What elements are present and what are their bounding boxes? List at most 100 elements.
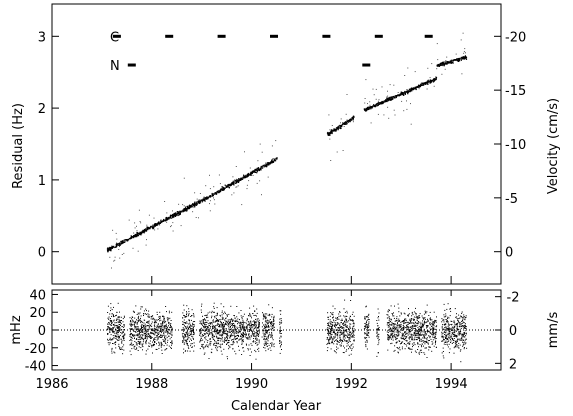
lower-data-point (218, 334, 220, 336)
lower-data-point (431, 328, 433, 330)
lower-data-point (425, 312, 427, 314)
lower-data-point (188, 308, 190, 310)
lower-data-point (331, 313, 333, 315)
upper-data-point (137, 232, 139, 234)
lower-data-point (415, 351, 417, 353)
upper-data-point (170, 215, 172, 217)
lower-data-point (182, 332, 184, 334)
lower-data-point (190, 333, 191, 335)
lower-data-point (366, 329, 368, 331)
upper-data-point (215, 193, 217, 195)
upper-data-point (332, 129, 334, 131)
lower-data-point (207, 327, 209, 328)
lower-data-point (368, 319, 370, 320)
lower-data-point (430, 332, 432, 334)
lower-data-point (240, 326, 242, 328)
upper-data-point (432, 80, 434, 82)
lower-data-point (417, 318, 419, 319)
lower-data-point (166, 327, 168, 329)
lower-data-point (426, 325, 428, 326)
lower-data-point (163, 319, 165, 321)
lower-data-point (169, 326, 171, 328)
lower-data-point (245, 331, 246, 333)
upper-outlier-point (116, 242, 118, 244)
lower-data-point (117, 322, 119, 324)
upper-data-point (198, 199, 200, 201)
lower-data-point (119, 327, 121, 329)
lower-data-point (225, 330, 227, 332)
lower-data-point (183, 352, 184, 354)
lower-data-point (392, 329, 394, 331)
lower-data-point (399, 326, 401, 328)
lower-data-point (156, 314, 158, 315)
lower-data-point (149, 334, 151, 336)
lower-data-point (271, 321, 273, 323)
lower-data-point (342, 322, 344, 324)
upper-data-point (170, 215, 172, 217)
lower-data-point (160, 326, 162, 328)
lower-data-point (280, 336, 282, 338)
lower-data-point (200, 332, 202, 334)
lower-data-point (333, 343, 335, 345)
lower-data-point (117, 302, 119, 304)
upper-outlier-point (271, 145, 273, 147)
lower-data-point (232, 334, 234, 336)
lower-data-point (419, 340, 421, 342)
upper-outlier-point (336, 151, 338, 153)
lower-data-point (132, 310, 134, 312)
lower-data-point (231, 319, 233, 321)
lower-data-point (156, 334, 158, 336)
upper-outlier-point (137, 250, 139, 252)
upper-outlier-point (236, 179, 238, 181)
lower-data-point (145, 308, 147, 310)
lower-data-point (256, 330, 258, 332)
lower-data-point (348, 339, 350, 341)
lower-data-point (146, 338, 148, 340)
lower-data-point (202, 324, 204, 326)
lower-data-point (231, 325, 233, 326)
lower-data-point (148, 333, 150, 335)
lower-data-point (387, 336, 389, 338)
lower-data-point (242, 333, 244, 334)
upper-data-point (263, 164, 265, 166)
upper-data-point (109, 249, 111, 252)
upper-data-point (202, 198, 204, 200)
lower-data-point (334, 308, 336, 310)
lower-data-point (217, 346, 219, 348)
lower-data-point (171, 333, 173, 335)
lower-data-point (151, 315, 153, 317)
lower-data-point (170, 326, 172, 328)
lower-data-point (204, 346, 206, 348)
lower-data-point (267, 348, 269, 350)
upper-data-point (460, 56, 462, 59)
lower-data-point (117, 331, 119, 333)
lower-data-point (331, 326, 333, 327)
upper-data-point (143, 232, 145, 234)
lower-data-point (207, 340, 209, 341)
lower-data-point (394, 345, 396, 347)
lower-data-point (135, 342, 137, 343)
lower-data-point (433, 337, 435, 338)
lower-data-point (252, 331, 253, 333)
upper-data-point (420, 84, 422, 86)
upper-data-point (143, 231, 145, 233)
upper-data-point (190, 204, 192, 207)
lower-data-point (412, 336, 413, 338)
lower-data-point (131, 344, 133, 346)
lower-data-point (145, 339, 147, 341)
lower-data-point (186, 315, 188, 317)
lower-data-point (339, 325, 341, 326)
lower-data-point (220, 330, 222, 332)
upper-data-point (378, 102, 380, 104)
upper-data-point (347, 121, 349, 123)
lower-data-point (386, 322, 388, 324)
lower-data-point (368, 321, 370, 323)
lower-data-point (222, 334, 224, 336)
upper-data-point (414, 87, 416, 89)
lower-data-point (332, 314, 334, 316)
upper-data-point (247, 174, 249, 176)
lower-data-point (117, 340, 119, 341)
marker-dash-c (270, 34, 278, 38)
lower-data-point (208, 334, 209, 336)
upper-data-point (130, 238, 132, 240)
